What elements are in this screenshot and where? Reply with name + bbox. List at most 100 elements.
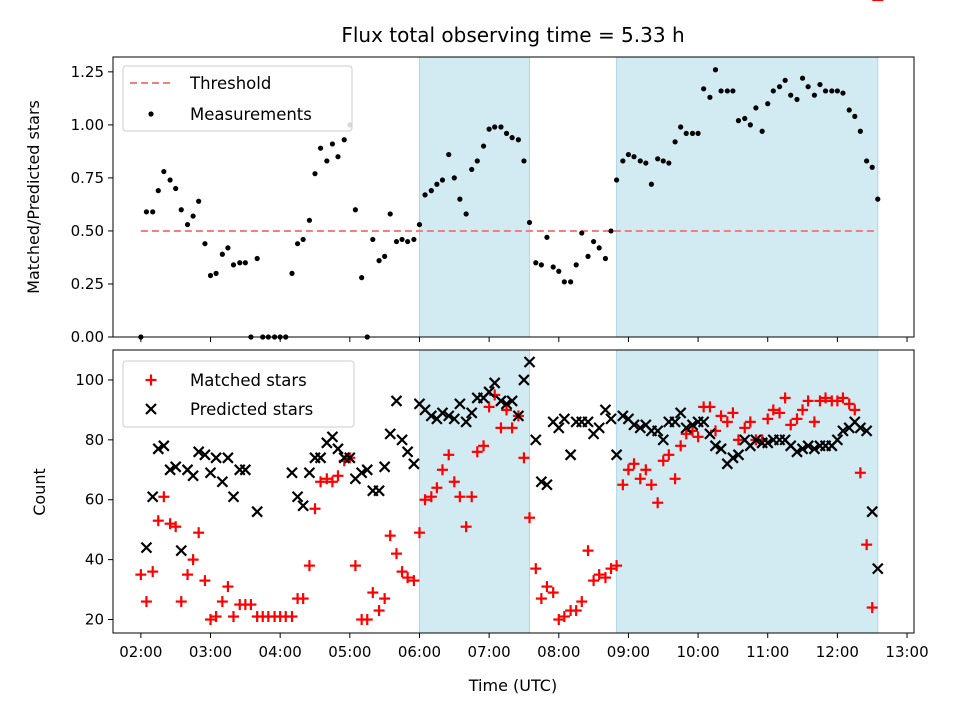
measurement-point: [387, 211, 393, 217]
matched-star-point: [158, 491, 170, 503]
measurement-point: [533, 260, 539, 266]
predicted-star-point: [761, 437, 774, 449]
matched-star-point: [326, 476, 338, 488]
matched-star-point: [854, 467, 866, 479]
y-tick-label: 100: [75, 371, 104, 389]
predicted-star-point: [175, 544, 188, 557]
matched-star-point: [402, 572, 414, 584]
predicted-star-point: [697, 416, 710, 428]
matched-star-point: [332, 470, 344, 482]
x-tick-label: 12:00: [816, 643, 859, 661]
x-tick-label: 06:00: [398, 643, 441, 661]
matched-star-point: [373, 605, 385, 617]
chart-title: Flux total observing time = 5.33 h: [341, 23, 684, 47]
predicted-star-point: [750, 434, 762, 446]
matched-star-point: [721, 416, 733, 428]
predicted-star-point: [454, 398, 466, 410]
y-tick-label: 0.25: [71, 275, 104, 293]
measurement-point: [556, 268, 562, 274]
matched-star-point: [303, 560, 315, 572]
matched-star-point: [425, 491, 437, 503]
count-legend-predicted-swatch: [145, 403, 157, 415]
predicted-star-point: [680, 422, 693, 434]
predicted-star-point: [361, 464, 374, 476]
matched-star-point: [286, 611, 298, 623]
matched-star-point: [704, 401, 716, 413]
measurement-point: [155, 188, 161, 194]
measurement-point: [300, 236, 306, 243]
predicted-star-point: [384, 428, 396, 440]
measurement-point: [213, 270, 219, 276]
matched-star-point: [866, 602, 878, 614]
predicted-star-point: [634, 422, 647, 434]
x-tick-label: 13:00: [885, 643, 928, 661]
predicted-star-point: [378, 461, 391, 473]
x-axis-title: Time (UTC): [468, 676, 557, 695]
count-matched-stars: [135, 0, 884, 626]
predicted-star-point: [500, 398, 513, 410]
matched-star-point: [199, 575, 211, 587]
measurement-point: [196, 198, 202, 204]
measurement-point: [370, 236, 376, 243]
predicted-star-point: [326, 431, 339, 443]
matched-star-point: [663, 449, 675, 461]
measurement-point: [613, 177, 620, 183]
predicted-star-point: [314, 452, 327, 464]
measurement-point: [230, 262, 237, 268]
measurement-point: [161, 168, 167, 175]
predicted-star-point: [210, 452, 222, 464]
matched-star-point: [820, 392, 832, 404]
count-legend-matched-swatch: [145, 374, 157, 386]
ratio-panel-frame: [112, 56, 915, 338]
matched-star-point: [640, 464, 652, 476]
matched-star-point: [657, 455, 669, 467]
count-panel-frame: [112, 349, 915, 634]
matched-star-point: [622, 464, 634, 476]
measurement-point: [655, 156, 661, 162]
matched-star-point: [182, 569, 194, 581]
matched-star-point: [193, 527, 205, 539]
matched-star-point: [436, 464, 448, 476]
matched-star-point: [501, 404, 513, 416]
measurement-point: [416, 221, 423, 228]
matched-star-point: [309, 503, 321, 515]
measurement-point: [480, 143, 487, 149]
matched-star-point: [599, 572, 611, 584]
measurement-point: [840, 90, 846, 96]
matched-star-point: [553, 614, 565, 626]
measurement-point: [521, 158, 527, 164]
measurement-point: [503, 130, 510, 136]
measurement-point: [411, 236, 417, 243]
matched-star-point: [767, 404, 779, 416]
measurement-point: [317, 145, 324, 151]
measurement-point: [352, 207, 358, 213]
predicted-star-point: [791, 446, 803, 458]
predicted-star-point: [488, 377, 501, 389]
predicted-star-point: [401, 446, 414, 458]
measurement-point: [463, 211, 469, 217]
ratio-legend-measurements-label: Measurements: [190, 105, 312, 124]
measurement-point: [324, 158, 330, 164]
measurement-point: [672, 139, 678, 145]
matched-star-point: [739, 422, 751, 434]
measurement-point: [329, 141, 336, 147]
measurement-point: [341, 137, 347, 143]
measurement-point: [602, 255, 609, 262]
measurement-point: [526, 219, 533, 226]
predicted-star-point: [599, 404, 612, 416]
x-tick-label: 04:00: [259, 643, 302, 661]
measurement-point: [242, 260, 248, 266]
matched-star-point: [732, 434, 744, 446]
matched-star-point: [210, 611, 222, 623]
predicted-star-point: [541, 478, 553, 491]
measurement-point: [207, 272, 214, 279]
matched-star-point: [135, 569, 147, 581]
measurement-point: [742, 115, 748, 122]
measurement-point: [637, 158, 643, 164]
matched-star-point: [170, 521, 182, 533]
predicted-star-point: [860, 425, 873, 437]
matched-star-point: [419, 494, 431, 506]
predicted-star-point: [866, 505, 878, 518]
matched-star-point: [762, 413, 774, 425]
matched-star-point: [466, 491, 478, 503]
